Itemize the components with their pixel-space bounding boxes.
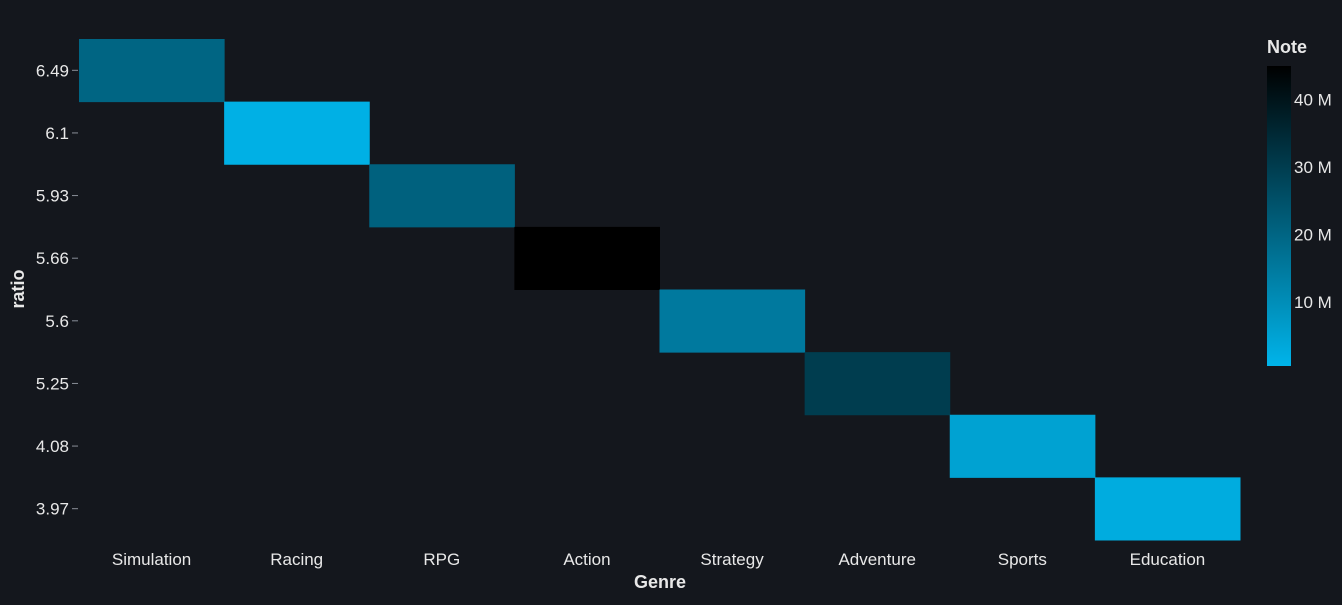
x-axis-title: Genre	[634, 572, 686, 592]
y-tick-label: 6.49	[36, 61, 69, 80]
heatmap-cell-adventure	[804, 352, 951, 416]
y-axis-title: ratio	[8, 269, 28, 308]
x-axis-ticks: Simulation Racing RPG Action Strategy Adventu…	[112, 550, 1205, 569]
y-tick-label: 4.08	[36, 437, 69, 456]
heatmap-cell-strategy	[659, 289, 806, 353]
y-tick-label: 6.1	[45, 124, 69, 143]
colorbar-ticks: 10 M 20 M 30 M 40 M	[1294, 91, 1332, 312]
colorbar-tick-label: 10 M	[1294, 293, 1332, 312]
x-tick-label: Strategy	[700, 550, 764, 569]
heatmap-cell-rpg	[369, 164, 515, 228]
colorbar: Note 10 M 20 M 30 M 40 M	[1267, 37, 1332, 366]
heatmap-cell-racing	[224, 101, 370, 165]
y-axis-ticks: 6.49 6.1 5.93 5.66 5.6 5.25 4.08 3.97	[36, 61, 78, 519]
heatmap-cells	[79, 39, 1241, 541]
heatmap-cell-simulation	[79, 39, 225, 103]
x-tick-label: Adventure	[838, 550, 916, 569]
y-tick-label: 3.97	[36, 500, 69, 519]
colorbar-tick-label: 40 M	[1294, 91, 1332, 110]
heatmap-cell-sports	[949, 414, 1096, 478]
y-tick-label: 5.66	[36, 249, 69, 268]
x-tick-label: Action	[563, 550, 610, 569]
y-tick-label: 5.93	[36, 187, 69, 206]
y-tick-label: 5.6	[45, 312, 69, 331]
heatmap-cell-action	[514, 226, 660, 290]
x-tick-label: RPG	[423, 550, 460, 569]
x-tick-label: Racing	[270, 550, 323, 569]
x-tick-label: Sports	[998, 550, 1047, 569]
x-tick-label: Education	[1130, 550, 1206, 569]
colorbar-tick-label: 30 M	[1294, 158, 1332, 177]
x-tick-label: Simulation	[112, 550, 191, 569]
colorbar-title: Note	[1267, 37, 1307, 57]
y-tick-label: 5.25	[36, 374, 69, 393]
heatmap-cell-education	[1094, 477, 1241, 541]
colorbar-tick-label: 20 M	[1294, 226, 1332, 245]
colorbar-gradient	[1267, 66, 1291, 366]
